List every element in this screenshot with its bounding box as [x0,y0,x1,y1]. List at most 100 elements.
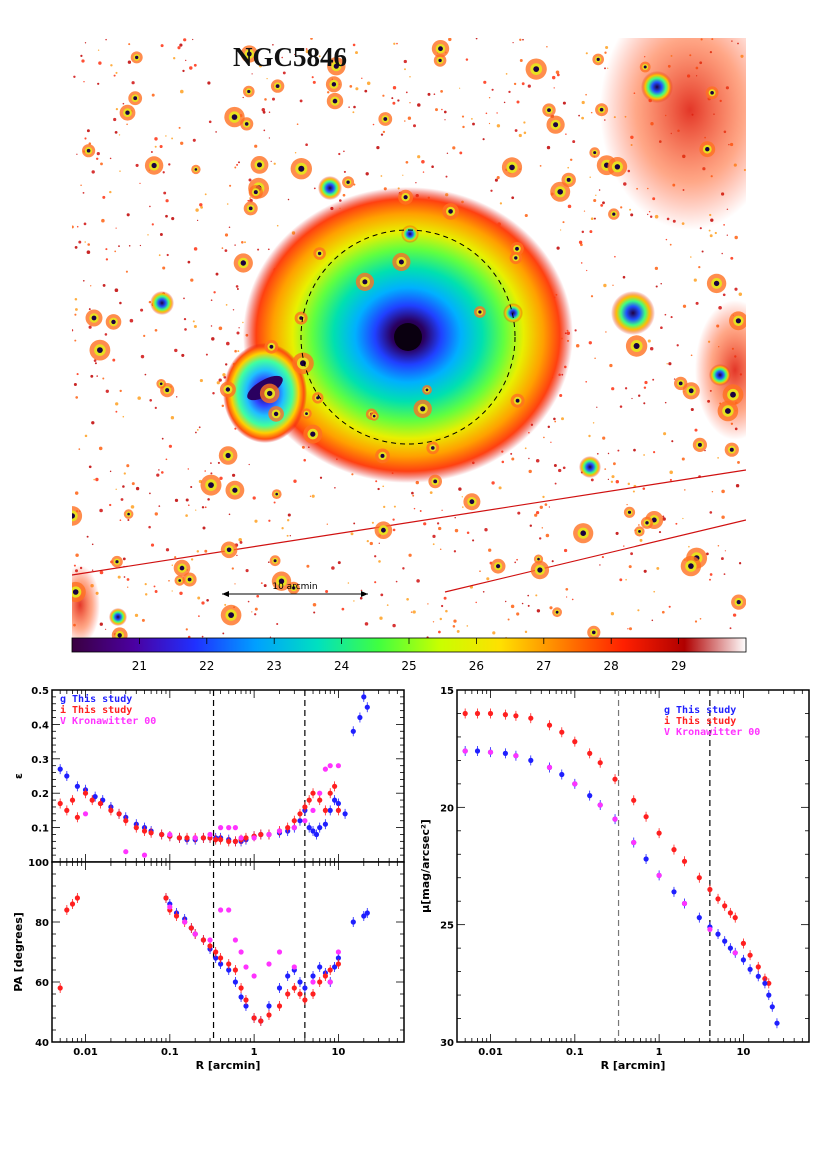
foreground-stars [72,40,746,638]
data-point-V [207,831,213,838]
data-point-g [335,955,341,961]
data-point-i [159,831,165,838]
colorbar-tick-labels: 21 22 23 24 25 26 27 28 29 [132,638,686,673]
y-tick-label: 40 [35,1038,49,1049]
y-tick-label: 15 [440,686,454,697]
data-point-V [612,816,618,822]
y-tick-label: 30 [440,1038,454,1049]
data-point-V [462,748,468,754]
data-point-i [200,835,206,841]
data-point-V [226,825,232,831]
data-point-g [774,1020,780,1026]
data-point-V [656,872,662,879]
data-point-i [285,991,291,997]
colorbar-tick-label: 22 [199,659,214,673]
data-point-g [722,938,728,944]
data-point-V [681,900,688,907]
data-point-g [769,1004,775,1010]
data-point-g [306,825,312,831]
data-point-V [182,919,188,925]
data-point-i [656,830,662,836]
data-point-V [123,849,129,855]
data-point-V [232,937,238,943]
x-tick-label: 0.1 [566,1047,584,1058]
effective-radius-circle [300,229,516,445]
data-point-V [732,950,738,956]
y-tick-label: 60 [35,978,49,989]
bright-star [318,176,342,200]
colorbar-tick-label: 21 [132,659,147,673]
data-point-i [251,1015,257,1021]
data-point-i [226,838,232,845]
data-point-V [597,802,603,808]
data-point-i [108,807,114,814]
data-point-i [97,800,103,807]
galaxy-title: NGC5846 [233,42,347,72]
bright-star [503,303,523,323]
data-point-g [297,818,303,824]
y-tick-label: 100 [28,858,49,869]
y-tick-label: 20 [440,803,454,814]
data-point-g [335,800,341,807]
y-axis-label: ε [12,773,25,779]
data-point-V [310,979,316,985]
data-point-i [707,886,713,893]
data-point-V [327,763,333,769]
data-point-V [226,907,232,913]
x-tick-label: 10 [331,1047,345,1058]
y-tick-label: 25 [440,921,454,932]
diffuse-streaks [72,469,746,593]
colorbar-tick-label: 24 [334,659,349,673]
data-point-i [310,991,316,997]
legend-entry: i This study [664,715,736,727]
data-point-i [74,814,80,820]
data-point-V [141,852,148,858]
data-point-i [74,895,80,901]
left-edge-haze [72,565,100,638]
data-point-i [671,847,677,853]
upper-right-haze [600,38,746,230]
data-point-g [285,973,291,979]
data-point-i [487,710,494,717]
data-point-i [69,797,76,803]
data-point-i [302,804,308,810]
data-point-i [285,825,291,831]
y-tick-label: 80 [35,918,49,929]
data-point-g [313,831,320,838]
data-point-g [310,973,316,979]
legend-entry: g This study [60,693,132,705]
data-point-i [612,776,618,782]
galaxy-image-panel: 10 arcmin NGC5846 [72,38,746,638]
data-point-V [546,764,553,771]
data-point-V [251,835,257,841]
data-point-i [297,811,303,817]
data-point-g [226,967,232,973]
data-point-i [291,818,297,824]
data-point-i [727,910,734,916]
data-point-i [258,1018,264,1024]
data-point-i [200,937,206,943]
data-point-i [82,790,89,796]
x-tick-label: 0.01 [73,1047,98,1058]
x-tick-label: 1 [656,1047,663,1058]
data-point-V [207,937,213,943]
data-point-i [213,949,219,955]
data-point-g [322,821,328,827]
data-point-i [631,797,637,803]
bright-star [641,71,673,103]
y-tick-label: 0.2 [31,789,49,800]
data-point-i [69,901,76,907]
data-point-i [89,797,95,803]
data-point-V [167,831,173,838]
data-point-i [474,710,481,717]
data-point-g [276,985,283,991]
data-point-V [192,931,198,937]
data-point-g [332,964,338,970]
data-point-i [258,831,264,838]
data-point-i [232,967,238,973]
series-V [462,748,738,956]
data-point-g [740,957,747,963]
data-point-g [502,750,508,757]
data-point-i [57,985,63,991]
data-point-i [715,896,721,902]
